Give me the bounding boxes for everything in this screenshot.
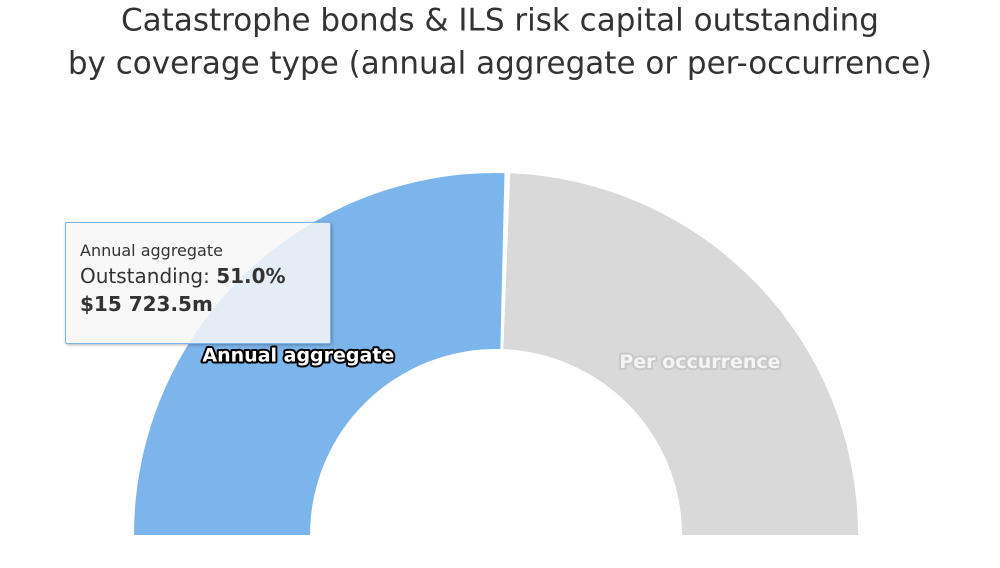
chart-title: by coverage type (annual aggregate or pe… xyxy=(68,46,932,82)
tooltip-series: Outstanding xyxy=(80,264,204,288)
slice-label: Per occurrence xyxy=(619,351,780,373)
chart-title: Catastrophe bonds & ILS risk capital out… xyxy=(121,3,879,39)
slice xyxy=(134,173,505,536)
tooltip-value: 51.0% xyxy=(216,264,286,288)
tooltip-amount: $15 723.5m xyxy=(80,292,213,316)
slice-label: Annual aggregate xyxy=(202,345,394,367)
slice xyxy=(503,173,858,535)
tooltip-header: Annual aggregate xyxy=(80,241,223,260)
tooltip-value-line: Outstanding: 51.0% xyxy=(80,264,323,288)
tooltip-colon: : xyxy=(203,264,217,288)
tooltip: Annual aggregate Outstanding: 51.0% $15 … xyxy=(65,222,331,344)
slices xyxy=(134,173,858,536)
